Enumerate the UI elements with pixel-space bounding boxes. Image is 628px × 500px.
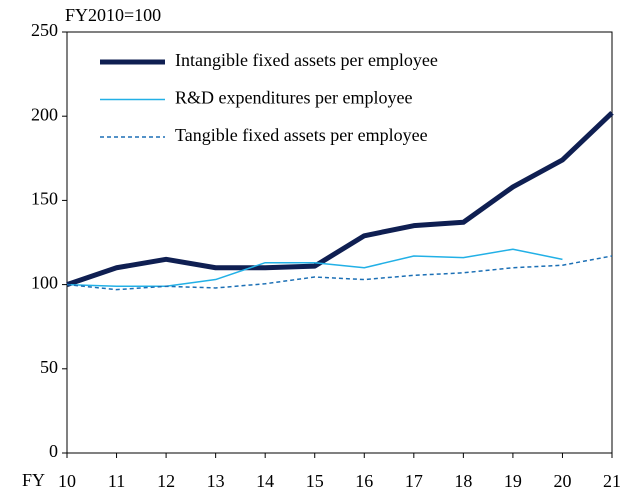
y-tick-label: 150 <box>31 189 58 209</box>
x-tick-label: 19 <box>504 471 522 491</box>
x-tick-label: 14 <box>256 471 274 491</box>
plot-frame <box>66 31 613 454</box>
x-tick-label: 17 <box>405 471 423 491</box>
y-tick-label: 200 <box>31 104 58 124</box>
x-tick-label: 20 <box>553 471 571 491</box>
series-line <box>66 255 613 291</box>
x-tick-label: 21 <box>603 471 621 491</box>
series-line <box>66 111 614 287</box>
x-tick-label: 10 <box>58 471 76 491</box>
x-tick-label: 15 <box>306 471 324 491</box>
x-tick-label: 16 <box>355 471 373 491</box>
legend-label: Intangible fixed assets per employee <box>175 50 438 70</box>
series-line <box>66 248 563 288</box>
x-tick-label: 18 <box>454 471 472 491</box>
y-tick-label: 0 <box>49 441 58 461</box>
y-tick-label: 250 <box>31 20 58 40</box>
x-tick-label: 13 <box>207 471 225 491</box>
x-tick-label: 12 <box>157 471 175 491</box>
legend-label: Tangible fixed assets per employee <box>175 125 428 145</box>
x-tick-label: 11 <box>108 471 125 491</box>
y-tick-label: 100 <box>31 273 58 293</box>
legend-label: R&D expenditures per employee <box>175 88 412 108</box>
x-axis-label: FY <box>22 470 45 490</box>
y-tick-label: 50 <box>40 357 58 377</box>
y-unit-label: FY2010=100 <box>65 5 161 25</box>
